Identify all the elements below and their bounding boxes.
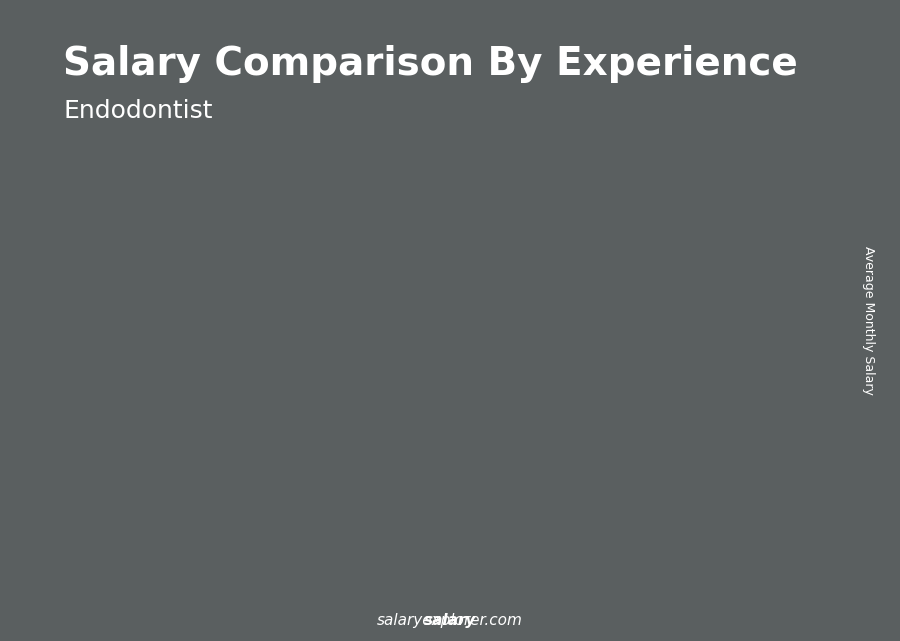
Bar	[738, 90, 846, 103]
Text: +nan%: +nan%	[241, 288, 306, 306]
Bar	[58, 481, 130, 578]
Bar	[738, 51, 846, 64]
Polygon shape	[652, 168, 662, 578]
Text: +nan%: +nan%	[634, 65, 698, 83]
Text: 0 XOF: 0 XOF	[590, 205, 630, 219]
Text: +nan%: +nan%	[372, 213, 437, 231]
Text: +nan%: +nan%	[111, 365, 176, 383]
Text: +nan%: +nan%	[503, 140, 568, 158]
Polygon shape	[450, 243, 532, 256]
Text: Endodontist: Endodontist	[63, 99, 212, 123]
Bar	[738, 77, 846, 90]
Polygon shape	[711, 93, 794, 106]
Bar	[580, 181, 652, 578]
Bar	[738, 51, 781, 77]
Text: Salary Comparison By Experience: Salary Comparison By Experience	[63, 45, 797, 83]
Text: 0 XOF: 0 XOF	[197, 430, 238, 444]
Polygon shape	[391, 312, 401, 578]
Polygon shape	[188, 393, 271, 406]
Text: salary: salary	[424, 613, 476, 628]
Polygon shape	[130, 468, 140, 578]
Bar	[738, 38, 846, 51]
Text: 0 XOF: 0 XOF	[67, 505, 107, 519]
Text: Average Monthly Salary: Average Monthly Salary	[862, 246, 875, 395]
Text: 0 XOF: 0 XOF	[459, 280, 500, 294]
Polygon shape	[521, 243, 532, 578]
Bar	[188, 406, 260, 578]
Bar	[450, 256, 521, 578]
Polygon shape	[319, 312, 401, 326]
Bar	[711, 106, 783, 578]
Polygon shape	[783, 93, 794, 578]
Bar	[319, 326, 391, 578]
Polygon shape	[260, 393, 271, 578]
Polygon shape	[58, 468, 140, 481]
Polygon shape	[580, 168, 662, 181]
Text: 0 XOF: 0 XOF	[720, 130, 760, 144]
Bar	[738, 64, 846, 77]
Text: salaryexplorer.com: salaryexplorer.com	[377, 613, 523, 628]
Text: 0 XOF: 0 XOF	[328, 350, 369, 364]
Polygon shape	[754, 50, 765, 58]
